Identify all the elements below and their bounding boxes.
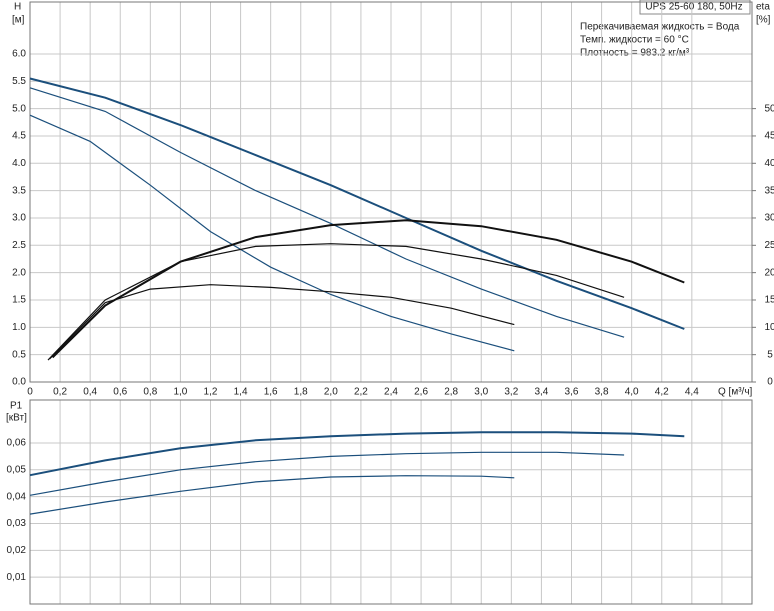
y2-tick-label: 0	[767, 377, 773, 388]
y2-label: eta	[756, 2, 770, 13]
x-tick-label: 0,8	[143, 387, 157, 398]
y2-tick-label: 10	[764, 322, 774, 333]
curve	[51, 219, 685, 359]
y-tick-label: 3.5	[12, 185, 26, 196]
x-tick-label: 2,4	[384, 387, 398, 398]
x-tick-label: 3,4	[534, 387, 548, 398]
x-label: Q [м³/ч]	[718, 387, 753, 398]
x-tick-label: 3,0	[474, 387, 488, 398]
x-tick-label: 0,6	[113, 387, 127, 398]
chart-title: UPS 25-60 180, 50Hz	[645, 2, 742, 13]
x-tick-label: 0	[27, 387, 33, 398]
x-tick-label: 1,2	[204, 387, 218, 398]
y-tick-label: 0,06	[7, 438, 27, 449]
y-label: H	[14, 2, 21, 13]
x-tick-label: 2,2	[354, 387, 368, 398]
curve	[47, 243, 625, 361]
y-tick-label: 0,02	[7, 545, 27, 556]
y-tick-label: 5.5	[12, 76, 26, 87]
title-box	[639, 0, 751, 15]
y2-tick-label: 20	[764, 267, 774, 278]
x-tick-label: 2,8	[444, 387, 458, 398]
y-tick-label: 2.0	[12, 267, 26, 278]
y-label: P1	[10, 401, 23, 412]
annotation: Темп. жидкости = 60 °C	[580, 35, 689, 46]
curve	[29, 431, 685, 477]
curve	[29, 77, 685, 330]
curve	[29, 451, 625, 496]
x-tick-label: 1,8	[294, 387, 308, 398]
x-tick-label: 4,4	[685, 387, 699, 398]
x-tick-label: 3,8	[595, 387, 609, 398]
y-tick-label: 1.0	[12, 322, 26, 333]
x-tick-label: 0,2	[53, 387, 67, 398]
y-label: [м]	[12, 15, 25, 26]
y2-tick-label: 30	[764, 213, 774, 224]
x-tick-label: 2,6	[414, 387, 428, 398]
y2-tick-label: 25	[764, 240, 774, 251]
x-tick-label: 3,6	[565, 387, 579, 398]
annotation: Перекачиваемая жидкость = Вода	[580, 22, 740, 33]
y-tick-label: 0.5	[12, 349, 26, 360]
y-label: [кВт]	[6, 413, 27, 424]
y-tick-label: 0,01	[7, 572, 27, 583]
y-tick-label: 4.5	[12, 131, 26, 142]
x-tick-label: 1,0	[173, 387, 187, 398]
annotation: Плотность = 983.2 кг/м³	[580, 48, 690, 59]
curve	[29, 475, 515, 515]
x-tick-label: 2,0	[324, 387, 338, 398]
y-tick-label: 4.0	[12, 158, 26, 169]
y2-tick-label: 35	[764, 185, 774, 196]
y2-tick-label: 15	[764, 295, 774, 306]
curve	[49, 284, 515, 360]
y-tick-label: 2.5	[12, 240, 26, 251]
curve	[29, 114, 515, 352]
x-tick-label: 1,4	[234, 387, 248, 398]
y-tick-label: 3.0	[12, 213, 26, 224]
x-tick-label: 0,4	[83, 387, 97, 398]
x-tick-label: 1,6	[264, 387, 278, 398]
y2-label: [%]	[756, 15, 771, 26]
plot-frame	[29, 399, 753, 605]
y-tick-label: 6.0	[12, 49, 26, 60]
x-tick-label: 4,2	[655, 387, 669, 398]
plot-frame	[29, 1, 753, 383]
y2-tick-label: 5	[767, 349, 773, 360]
y-tick-label: 5.0	[12, 103, 26, 114]
y2-tick-label: 40	[764, 158, 774, 169]
x-tick-label: 4,0	[625, 387, 639, 398]
curve	[29, 87, 625, 338]
y-tick-label: 0.0	[12, 377, 26, 388]
y2-tick-label: 45	[764, 131, 774, 142]
y-tick-label: 0,04	[7, 491, 27, 502]
y-tick-label: 1.5	[12, 295, 26, 306]
x-tick-label: 3,2	[504, 387, 518, 398]
y2-tick-label: 50	[764, 103, 774, 114]
y-tick-label: 0,05	[7, 464, 27, 475]
y-tick-label: 0,03	[7, 518, 27, 529]
